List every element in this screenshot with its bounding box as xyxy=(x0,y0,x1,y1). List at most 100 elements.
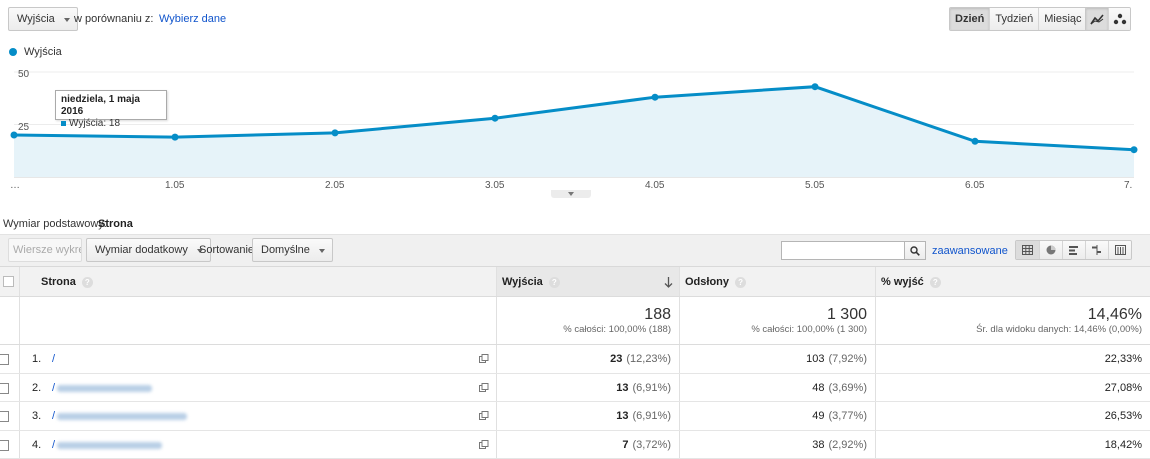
legend-marker xyxy=(9,48,17,56)
help-icon[interactable]: ? xyxy=(549,277,560,288)
pivot-view-button[interactable] xyxy=(1108,241,1131,259)
data-point-0[interactable] xyxy=(11,132,18,139)
open-page-icon[interactable] xyxy=(479,411,489,421)
granularity-month-button[interactable]: Miesiąc xyxy=(1038,8,1086,30)
row-select-cell xyxy=(0,402,20,430)
data-point-2[interactable] xyxy=(332,129,339,136)
row-page-link[interactable]: / xyxy=(52,345,55,373)
row-exits-percent: (6,91%) xyxy=(632,410,671,422)
table-row: 4./7(3,72%)38(2,92%)18,42% xyxy=(0,431,1150,459)
row-page-cell: 2. / xyxy=(20,374,497,402)
x-tick-label: 2.05 xyxy=(325,180,344,191)
header-pageviews[interactable]: Odsłony? xyxy=(680,267,876,296)
row-select-cell xyxy=(0,374,20,402)
plot-rows-button[interactable]: Wiersze wykresu xyxy=(8,238,82,262)
row-pageviews-cell: 103(7,92%) xyxy=(680,345,876,373)
x-tick-label: 4.05 xyxy=(645,180,664,191)
open-page-icon[interactable] xyxy=(479,383,489,393)
secondary-dimension-select[interactable]: Wymiar dodatkowy xyxy=(86,238,211,262)
header-page-label: Strona xyxy=(41,276,76,288)
row-page-cell: 3./ xyxy=(20,402,497,430)
row-checkbox[interactable] xyxy=(0,411,9,422)
data-point-1[interactable] xyxy=(172,134,179,141)
search-icon xyxy=(910,246,920,256)
exits-line-chart[interactable] xyxy=(0,60,1150,190)
sort-value: Domyślne xyxy=(261,244,310,256)
line-chart-icon xyxy=(1090,13,1104,25)
totals-exit-rate-sub: Śr. dla widoku danych: 14,46% (0,00%) xyxy=(876,324,1142,335)
row-exits-cell: 13(6,91%) xyxy=(497,374,680,402)
sort-select[interactable]: Domyślne xyxy=(252,238,333,262)
comparison-view-button[interactable] xyxy=(1085,241,1108,259)
x-tick-label: … xyxy=(10,180,20,191)
pivot-view-icon xyxy=(1115,245,1126,255)
row-checkbox[interactable] xyxy=(0,354,9,365)
header-exit-rate[interactable]: % wyjść? xyxy=(876,267,1150,296)
data-point-3[interactable] xyxy=(492,115,499,122)
granularity-day-button[interactable]: Dzień xyxy=(950,8,989,30)
compare-link[interactable]: Wybierz dane xyxy=(159,13,226,25)
motion-chart-button[interactable] xyxy=(1108,8,1130,30)
bar-view-icon xyxy=(1069,245,1079,255)
table-view-toggle xyxy=(1015,240,1132,260)
row-pageviews-value: 49 xyxy=(812,410,824,422)
granularity-week-button[interactable]: Tydzień xyxy=(989,8,1038,30)
primary-dimension-value[interactable]: Strona xyxy=(98,218,133,230)
totals-pageviews-value: 1 300 xyxy=(680,306,867,324)
totals-exit-rate-value: 14,46% xyxy=(876,306,1142,324)
header-exits-label: Wyjścia xyxy=(502,276,543,288)
row-index: 4. xyxy=(32,431,41,459)
advanced-filter-link[interactable]: zaawansowane xyxy=(932,245,1008,257)
help-icon[interactable]: ? xyxy=(82,277,93,288)
tooltip-value: Wyjścia: 18 xyxy=(69,118,120,129)
chevron-down-icon xyxy=(319,249,325,253)
header-exit-rate-label: % wyjść xyxy=(881,276,924,288)
row-exit-rate-value: 22,33% xyxy=(1105,353,1142,365)
row-pageviews-percent: (7,92%) xyxy=(828,353,867,365)
table-row: 1./23(12,23%)103(7,92%)22,33% xyxy=(0,345,1150,374)
search-input[interactable] xyxy=(782,242,904,259)
pie-view-icon xyxy=(1046,245,1056,255)
row-page-link[interactable]: / xyxy=(52,402,55,430)
open-page-icon[interactable] xyxy=(479,354,489,364)
row-pageviews-percent: (3,69%) xyxy=(828,382,867,394)
row-checkbox[interactable] xyxy=(0,440,9,451)
row-index: 2. xyxy=(32,374,41,402)
x-tick-label: 5.05 xyxy=(805,180,824,191)
header-exits[interactable]: Wyjścia? xyxy=(497,267,680,296)
row-exits-percent: (12,23%) xyxy=(626,353,671,365)
row-page-link[interactable]: / xyxy=(52,374,55,402)
row-pageviews-value: 48 xyxy=(812,382,824,394)
row-exit-rate-value: 18,42% xyxy=(1105,439,1142,451)
row-pageviews-value: 38 xyxy=(812,439,824,451)
row-page-link[interactable]: / xyxy=(52,431,55,459)
data-point-4[interactable] xyxy=(652,94,659,101)
data-point-5[interactable] xyxy=(812,83,819,90)
data-point-7[interactable] xyxy=(1131,146,1138,153)
header-page[interactable]: Strona? xyxy=(20,267,497,296)
totals-exit-rate: 14,46% Śr. dla widoku danych: 14,46% (0,… xyxy=(876,297,1150,344)
row-pageviews-cell: 48 (3,69%) xyxy=(680,374,876,402)
data-point-6[interactable] xyxy=(972,138,979,145)
help-icon[interactable]: ? xyxy=(735,277,746,288)
row-exits-value: 13 xyxy=(616,410,628,422)
totals-pageviews: 1 300 % całości: 100,00% (1 300) xyxy=(680,297,876,344)
totals-exits-value: 188 xyxy=(497,306,671,324)
bar-view-button[interactable] xyxy=(1062,241,1085,259)
table-view-button[interactable] xyxy=(1016,241,1039,259)
help-icon[interactable]: ? xyxy=(930,277,941,288)
search-button[interactable] xyxy=(904,242,925,259)
x-tick-label: 6.05 xyxy=(965,180,984,191)
row-checkbox[interactable] xyxy=(0,383,9,394)
y-tick-25: 25 xyxy=(18,122,29,133)
metric-select[interactable]: Wyjścia xyxy=(8,7,78,31)
line-chart-button[interactable] xyxy=(1086,8,1108,30)
select-all-checkbox[interactable] xyxy=(3,276,14,287)
chart-type-toggle xyxy=(1085,7,1131,31)
open-page-icon[interactable] xyxy=(479,440,489,450)
chart-collapse-handle[interactable] xyxy=(551,190,591,198)
row-pageviews-cell: 49(3,77%) xyxy=(680,402,876,430)
row-select-cell xyxy=(0,345,20,373)
pie-view-button[interactable] xyxy=(1039,241,1062,259)
tooltip-series-marker xyxy=(61,121,66,126)
